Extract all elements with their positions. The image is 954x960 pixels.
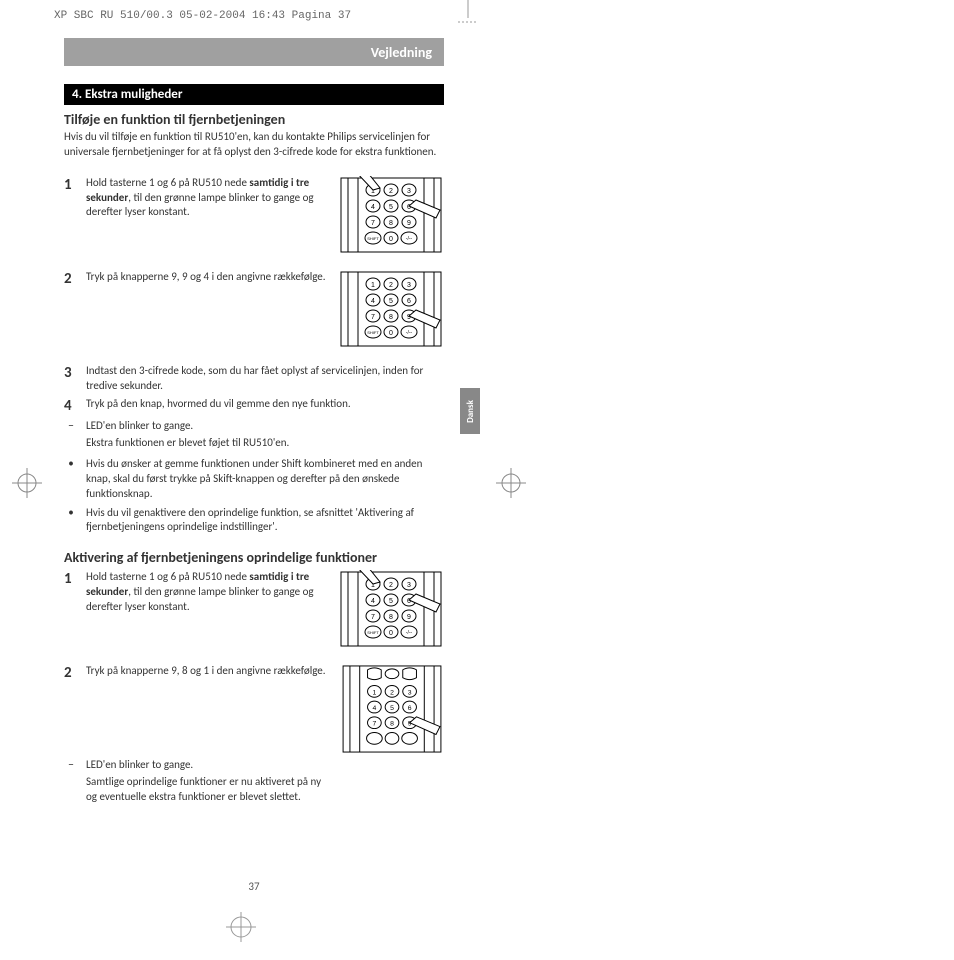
svg-text:8: 8: [389, 314, 393, 321]
step-text: Hold tasterne 1 og 6 på RU510 nede samti…: [86, 176, 330, 221]
dash-marker: –: [64, 419, 78, 433]
register-mark-right: [496, 468, 526, 503]
step-text: Hold tasterne 1 og 6 på RU510 nede samti…: [86, 570, 330, 615]
step-number: 1: [64, 570, 78, 588]
step-number: 4: [64, 397, 78, 415]
svg-text:-/--: -/--: [406, 236, 413, 242]
svg-text:8: 8: [389, 614, 393, 621]
bullet-marker: •: [64, 457, 78, 470]
intro-text: Hvis du vil tilføje en funktion til RU51…: [64, 130, 444, 160]
keypad-diagram: 123 456 789: [340, 664, 444, 754]
svg-text:6: 6: [407, 298, 411, 305]
language-tab: Dansk: [460, 388, 480, 434]
subheading-1: Tilføje en funktion til fjernbetjeningen: [64, 111, 444, 128]
svg-text:7: 7: [371, 220, 375, 227]
svg-text:4: 4: [371, 598, 375, 605]
svg-text:0: 0: [389, 330, 393, 337]
svg-text:4: 4: [372, 705, 376, 712]
step-text: Tryk på knapperne 9, 9 og 4 i den angivn…: [86, 270, 330, 285]
step-text: LED'en blinker to gange. Ekstra funktion…: [86, 419, 444, 453]
step-row: 2 Tryk på knapperne 9, 9 og 4 i den angi…: [64, 270, 444, 348]
svg-text:1: 1: [371, 282, 375, 289]
step-text: Hvis du vil genaktivere den oprindelige …: [86, 506, 444, 536]
svg-text:5: 5: [389, 598, 393, 605]
step-text: Tryk på den knap, hvormed du vil gemme d…: [86, 397, 444, 412]
step-list: 3 Indtast den 3-cifrede kode, som du har…: [64, 364, 444, 536]
svg-text:7: 7: [372, 721, 376, 728]
keypad-diagram: 123 456 789 SHIFT0-/--: [338, 570, 444, 648]
svg-text:5: 5: [389, 204, 393, 211]
svg-text:5: 5: [389, 298, 393, 305]
keypad-diagram: 123 456 789 SHIFT0-/--: [338, 270, 444, 348]
svg-text:2: 2: [389, 282, 393, 289]
bullet-marker: •: [64, 506, 78, 519]
svg-text:SHIFT: SHIFT: [367, 630, 379, 635]
svg-text:2: 2: [390, 690, 394, 697]
step-text: Indtast den 3-cifrede kode, som du har f…: [86, 364, 444, 394]
register-mark-left: [12, 468, 42, 503]
step-row: 1 Hold tasterne 1 og 6 på RU510 nede sam…: [64, 570, 444, 648]
svg-text:2: 2: [389, 188, 393, 195]
svg-text:3: 3: [407, 188, 411, 195]
step-row: 2 Tryk på knapperne 9, 8 og 1 i den angi…: [64, 664, 444, 754]
svg-text:0: 0: [389, 630, 393, 637]
step-number: 3: [64, 364, 78, 382]
keypad-diagram: 123 456 789 SHIFT0-/--: [338, 176, 444, 254]
spacer: [338, 758, 444, 836]
svg-text:SHIFT: SHIFT: [367, 330, 379, 335]
dash-marker: –: [64, 758, 78, 772]
svg-text:7: 7: [371, 614, 375, 621]
step-text: Hvis du ønsker at gemme funktionen under…: [86, 457, 444, 502]
svg-text:SHIFT: SHIFT: [367, 236, 379, 241]
step-text: Tryk på knapperne 9, 8 og 1 i den angivn…: [86, 664, 332, 679]
top-banner: Vejledning: [64, 38, 444, 66]
step-number: 2: [64, 270, 78, 288]
svg-text:8: 8: [389, 220, 393, 227]
svg-text:0: 0: [389, 236, 393, 243]
svg-text:-/--: -/--: [406, 330, 413, 336]
file-header: XP SBC RU 510/00.3 05-02-2004 16:43 Pagi…: [54, 10, 351, 22]
step-number: 1: [64, 176, 78, 194]
svg-text:5: 5: [390, 705, 394, 712]
svg-text:1: 1: [372, 690, 376, 697]
page-content: Vejledning 4. Ekstra muligheder Tilføje …: [64, 38, 444, 852]
section-heading: 4. Ekstra muligheder: [64, 84, 444, 105]
step-number: 2: [64, 664, 78, 682]
svg-text:-/--: -/--: [406, 630, 413, 636]
svg-text:9: 9: [407, 220, 411, 227]
svg-text:4: 4: [371, 204, 375, 211]
crop-mark-top: [458, 0, 478, 26]
svg-text:3: 3: [408, 690, 412, 697]
svg-text:7: 7: [371, 314, 375, 321]
step-row: 1 Hold tasterne 1 og 6 på RU510 nede sam…: [64, 176, 444, 254]
svg-text:3: 3: [407, 282, 411, 289]
svg-text:4: 4: [371, 298, 375, 305]
svg-text:3: 3: [407, 582, 411, 589]
subheading-2: Aktivering af fjernbetjeningens oprindel…: [64, 549, 444, 566]
page-number: 37: [64, 880, 444, 893]
crop-mark-bottom: [226, 912, 256, 942]
step-row: – LED'en blinker to gange. Samtlige opri…: [64, 758, 444, 836]
banner-title: Vejledning: [371, 44, 432, 61]
step-text: LED'en blinker to gange. Samtlige oprind…: [86, 758, 330, 807]
svg-text:8: 8: [390, 721, 394, 728]
svg-text:9: 9: [407, 614, 411, 621]
svg-text:2: 2: [389, 582, 393, 589]
svg-text:6: 6: [408, 705, 412, 712]
